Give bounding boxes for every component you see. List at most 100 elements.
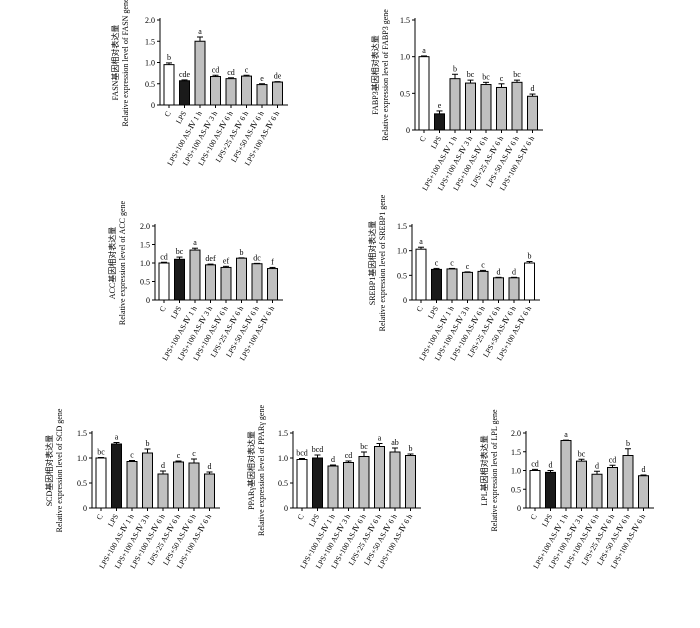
y-tick-label: 1.0 [140, 259, 150, 268]
y-tick-label: 1.5 [397, 222, 407, 231]
significance-label: cd [227, 68, 235, 77]
y-axis-label-en: Relative expression level of SREBP1 gene [378, 194, 387, 331]
y-tick-label: 2.0 [145, 16, 155, 25]
significance-label: cde [179, 70, 191, 79]
y-tick-label: 1.0 [77, 454, 87, 463]
chart-lpl: 0 0.5 1.0 1.5 2.0 LPL基因相对表达量 Relative expressi… [479, 409, 654, 570]
bar [607, 467, 618, 509]
bar [95, 457, 107, 509]
bar [389, 451, 401, 509]
chart-ppar-gamma: 0 0.5 1.0 1.5 PPARγ基因相对表达量 Relative expressio… [246, 405, 421, 570]
y-tick-label: 0.5 [140, 278, 150, 287]
x-tick-label: C [417, 135, 427, 144]
significance-label: c [192, 449, 196, 458]
bar [179, 80, 190, 106]
bar [493, 277, 504, 301]
bar [157, 473, 169, 509]
bar [465, 82, 476, 131]
bar [405, 455, 416, 509]
y-tick-label: 0.5 [511, 485, 521, 494]
y-tick-label: 1.5 [400, 16, 410, 25]
y-tick-label: 0.5 [397, 271, 407, 280]
significance-label: e [260, 74, 264, 83]
bar [418, 56, 430, 131]
y-axis-label-en: Relative expression level of FASN gene [121, 0, 130, 127]
bar [591, 473, 603, 509]
significance-label: c [245, 65, 249, 74]
y-axis-label-en: Relative expression level of FABP3 gene [381, 9, 390, 141]
significance-label: bc [482, 72, 490, 81]
y-tick-label: 0.5 [77, 479, 87, 488]
bar [415, 248, 427, 301]
bar [267, 268, 278, 301]
bar [194, 40, 206, 106]
significance-label: c [177, 451, 181, 460]
significance-label: b [528, 252, 532, 261]
significance-label: b [240, 248, 244, 257]
y-axis-label-en: Relative expression level of LPL gene [490, 409, 499, 532]
significance-label: d [549, 461, 553, 470]
significance-label: c [130, 451, 134, 460]
chart-srebp1: 0 0.5 1.0 1.5 SREBP1基因相对表达量 Relative expressi… [367, 194, 540, 362]
significance-label: b [453, 64, 457, 73]
significance-label: bc [97, 448, 105, 457]
x-tick-label: C [157, 305, 167, 314]
y-tick-label: 0.5 [400, 89, 410, 98]
bar [205, 264, 216, 301]
bar [496, 86, 507, 131]
bar [312, 457, 323, 509]
bar [508, 277, 520, 301]
y-tick-label: 1.5 [140, 241, 150, 250]
significance-label: bcd [296, 449, 308, 458]
bar [251, 263, 263, 301]
y-axis-label-cn: LPL基因相对表达量 [479, 435, 489, 505]
significance-label: cd [531, 459, 539, 468]
significance-label: ab [391, 438, 399, 447]
significance-label: b [409, 444, 413, 453]
chart-scd: 0 0.5 1.0 1.5 SCD基因相对表达量 Relative expression … [44, 408, 220, 570]
significance-label: a [564, 430, 568, 439]
significance-label: d [642, 465, 646, 474]
bar [225, 78, 237, 106]
bar [220, 266, 232, 301]
y-axis-label-cn: ACC基因相对表达量 [107, 227, 117, 299]
y-tick-label: 0 [517, 504, 521, 513]
bar [142, 452, 153, 509]
bar [111, 443, 122, 509]
y-tick-label: 0 [146, 296, 150, 305]
bar [524, 262, 535, 301]
bar [163, 64, 175, 106]
bar [189, 249, 201, 301]
significance-label: bc [467, 70, 475, 79]
y-tick-label: 0.5 [145, 80, 155, 89]
bar [431, 268, 442, 301]
significance-label: c [500, 74, 504, 83]
x-tick-label: C [94, 513, 104, 522]
y-tick-label: 1.0 [278, 454, 288, 463]
significance-label: de [274, 72, 282, 81]
bar [173, 461, 184, 509]
significance-label: c [481, 260, 485, 269]
bar [529, 470, 541, 509]
bar [545, 471, 556, 509]
significance-label: cd [212, 65, 220, 74]
y-tick-label: 0 [403, 296, 407, 305]
y-tick-label: 1.5 [511, 448, 521, 457]
significance-label: bc [578, 449, 586, 458]
bar [480, 84, 492, 131]
significance-label: d [331, 455, 335, 464]
y-axis-label-en: Relative expression level of SCD gene [55, 408, 64, 532]
bar [374, 446, 385, 509]
bar [204, 473, 215, 509]
x-tick-label: LPS [426, 305, 440, 321]
x-tick-label: C [162, 110, 172, 119]
x-tick-label: LPS [169, 305, 183, 321]
y-tick-label: 1.0 [397, 247, 407, 256]
bar [638, 475, 649, 509]
significance-label: b [626, 439, 630, 448]
bar [210, 76, 221, 106]
significance-label: cd [345, 451, 353, 460]
significance-label: a [115, 433, 119, 442]
bar [446, 268, 458, 301]
significance-label: ef [223, 256, 230, 265]
